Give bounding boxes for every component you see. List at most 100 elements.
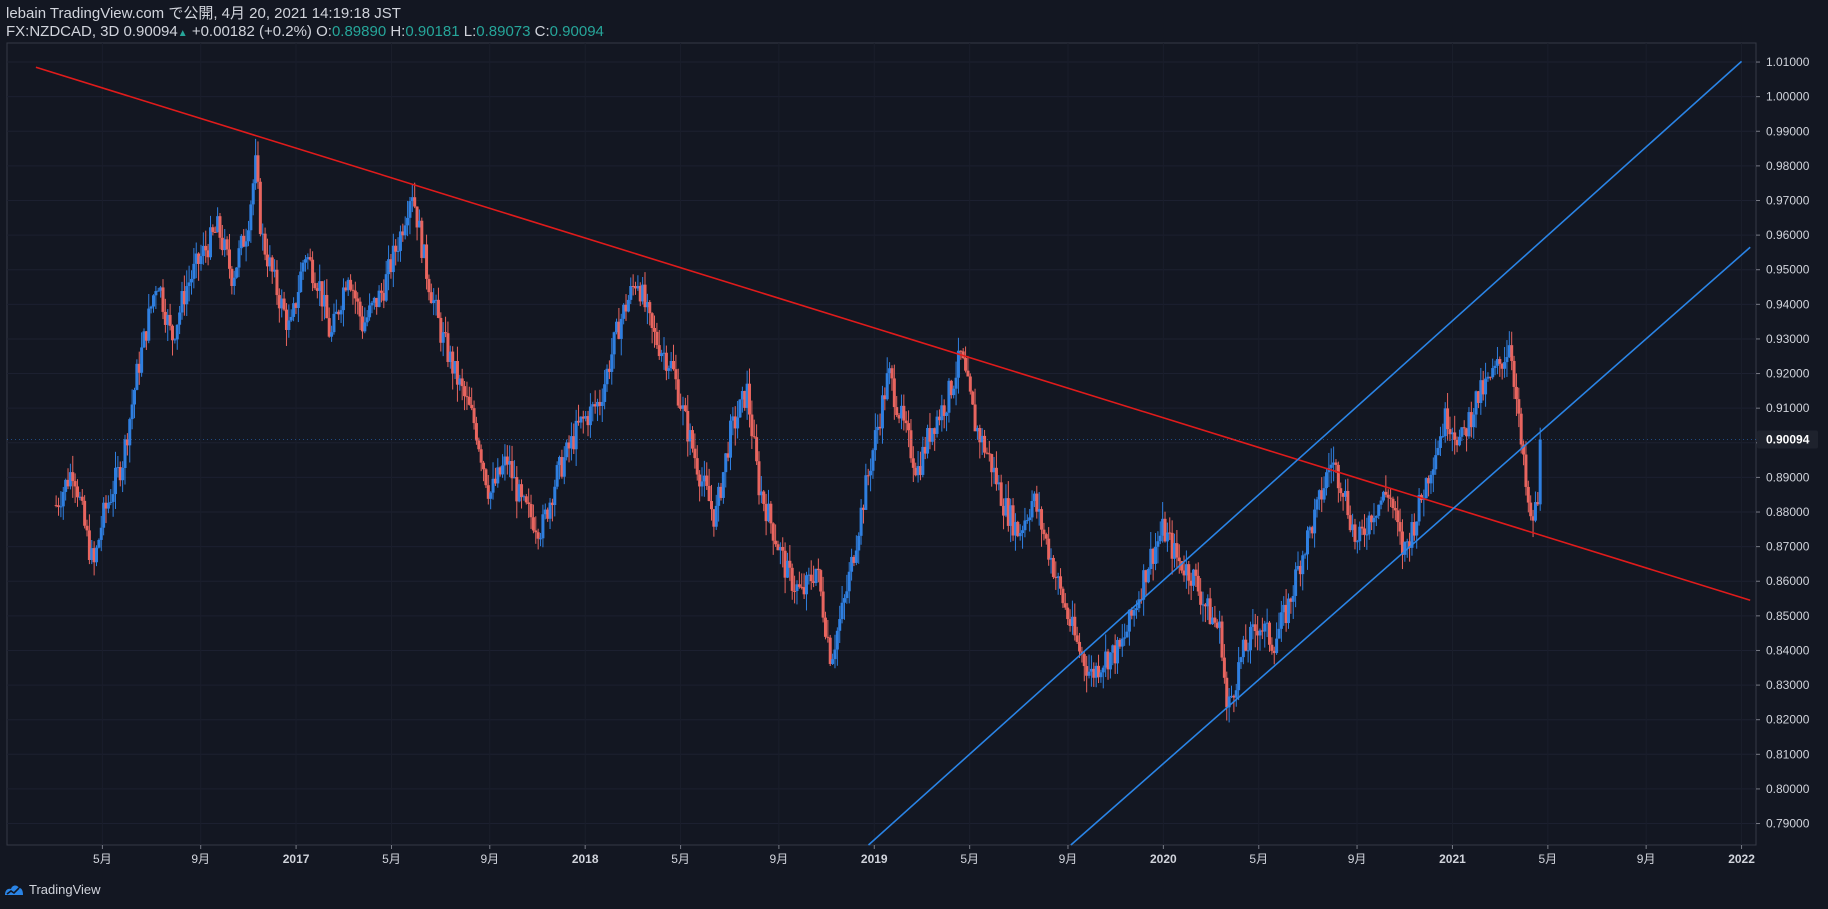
candle-body xyxy=(1484,378,1488,395)
candle-body xyxy=(144,331,148,341)
candle-body xyxy=(1301,555,1305,575)
candle-body xyxy=(1410,522,1414,548)
candle-body xyxy=(757,461,761,496)
candle-body xyxy=(489,492,493,499)
candle-body xyxy=(92,548,96,563)
price-axis[interactable]: 0.79000 0.80000 0.81000 0.82000 0.83000 0.840… xyxy=(1756,55,1810,831)
candle-body xyxy=(681,405,685,409)
price-tick-label: 0.96000 xyxy=(1766,228,1810,242)
candle-body xyxy=(125,439,129,446)
candle-body xyxy=(439,317,443,343)
candle-body xyxy=(645,302,649,308)
candle-body xyxy=(232,277,236,287)
candle-body xyxy=(909,430,913,459)
time-tick-label: 2022 xyxy=(1728,852,1755,866)
candle-body xyxy=(1135,608,1139,611)
candle-body xyxy=(569,436,573,449)
candle-body xyxy=(709,501,713,510)
time-axis[interactable]: 5月 9月 2017 5月 9月 2018 5月 9月 2019 5月 9月 2020 5月 9月 2021… xyxy=(93,845,1755,866)
candle-body xyxy=(401,231,405,236)
candle-body xyxy=(880,395,884,429)
candle-body xyxy=(1260,630,1264,632)
candle-body xyxy=(73,481,77,487)
candle-body xyxy=(320,281,324,307)
candle-body xyxy=(1137,599,1141,609)
candle-body xyxy=(536,532,540,539)
candle-body xyxy=(1317,490,1321,500)
candle-body xyxy=(410,197,414,202)
candle-body xyxy=(854,550,858,563)
candle-body xyxy=(1151,548,1155,564)
candle-body xyxy=(1211,617,1215,625)
candle-body xyxy=(702,475,706,482)
candle-body xyxy=(956,350,960,378)
candle-body xyxy=(263,233,267,255)
time-tick-label: 2020 xyxy=(1150,852,1177,866)
candle-body xyxy=(230,268,234,287)
candle-body xyxy=(1104,651,1108,668)
candle-body xyxy=(1130,609,1134,616)
candle-body xyxy=(1149,548,1153,569)
candle-body xyxy=(54,505,58,507)
candle-body xyxy=(990,454,994,473)
candle-body xyxy=(503,456,507,466)
candle-body xyxy=(244,241,248,247)
candle-body xyxy=(1476,391,1480,403)
candle-body xyxy=(1455,439,1459,446)
candle-body xyxy=(1146,568,1150,583)
candle-body xyxy=(980,435,984,443)
price-tick-label: 0.89000 xyxy=(1766,470,1810,484)
symbol-label[interactable]: FX:NZDCAD, 3D xyxy=(6,23,120,40)
candle-body xyxy=(1006,498,1010,526)
close-label: C: xyxy=(534,23,550,40)
time-tick-label: 5月 xyxy=(93,852,112,866)
candle-body xyxy=(802,587,806,595)
candle-body xyxy=(135,363,139,390)
candle-body xyxy=(311,259,315,284)
candle-body xyxy=(1389,497,1393,499)
candle-body xyxy=(197,253,201,264)
candle-body xyxy=(698,474,702,487)
candle-body xyxy=(1462,427,1466,429)
candle-body xyxy=(318,281,322,291)
candle-body xyxy=(246,230,250,242)
candle-body xyxy=(971,391,975,405)
candle-body xyxy=(1132,610,1136,616)
candle-body xyxy=(1059,576,1063,589)
candle-body xyxy=(1367,515,1371,535)
candle-body xyxy=(156,290,160,292)
candle-body xyxy=(1127,609,1131,632)
candle-body xyxy=(1384,491,1388,495)
candle-body xyxy=(653,328,657,332)
candle-body xyxy=(242,235,246,247)
candle-body xyxy=(864,475,868,510)
candle-body xyxy=(78,496,82,498)
candle-body xyxy=(166,314,170,325)
candle-body xyxy=(379,290,383,293)
candle-body xyxy=(313,283,317,289)
candle-body xyxy=(425,244,429,279)
candle-body xyxy=(1355,541,1359,543)
candle-body xyxy=(935,416,939,434)
candle-body xyxy=(187,282,191,287)
candle-body xyxy=(396,250,400,252)
candle-body xyxy=(282,298,286,310)
candle-body xyxy=(154,291,158,296)
candle-body xyxy=(182,291,186,305)
candle-body xyxy=(1246,650,1250,652)
candle-body xyxy=(966,370,970,377)
time-tick-label: 2017 xyxy=(283,852,310,866)
price-tick-label: 0.91000 xyxy=(1766,401,1810,415)
tradingview-branding[interactable]: TradingView xyxy=(4,882,101,897)
candle-body xyxy=(1370,515,1374,523)
candle-body xyxy=(529,504,533,518)
candle-body xyxy=(667,368,671,371)
candle-body xyxy=(688,430,692,442)
candle-body xyxy=(344,287,348,291)
candle-body xyxy=(508,461,512,465)
candle-body xyxy=(180,291,184,313)
candle-body xyxy=(389,259,393,273)
candle-body xyxy=(1313,509,1317,534)
candle-body xyxy=(531,517,535,531)
